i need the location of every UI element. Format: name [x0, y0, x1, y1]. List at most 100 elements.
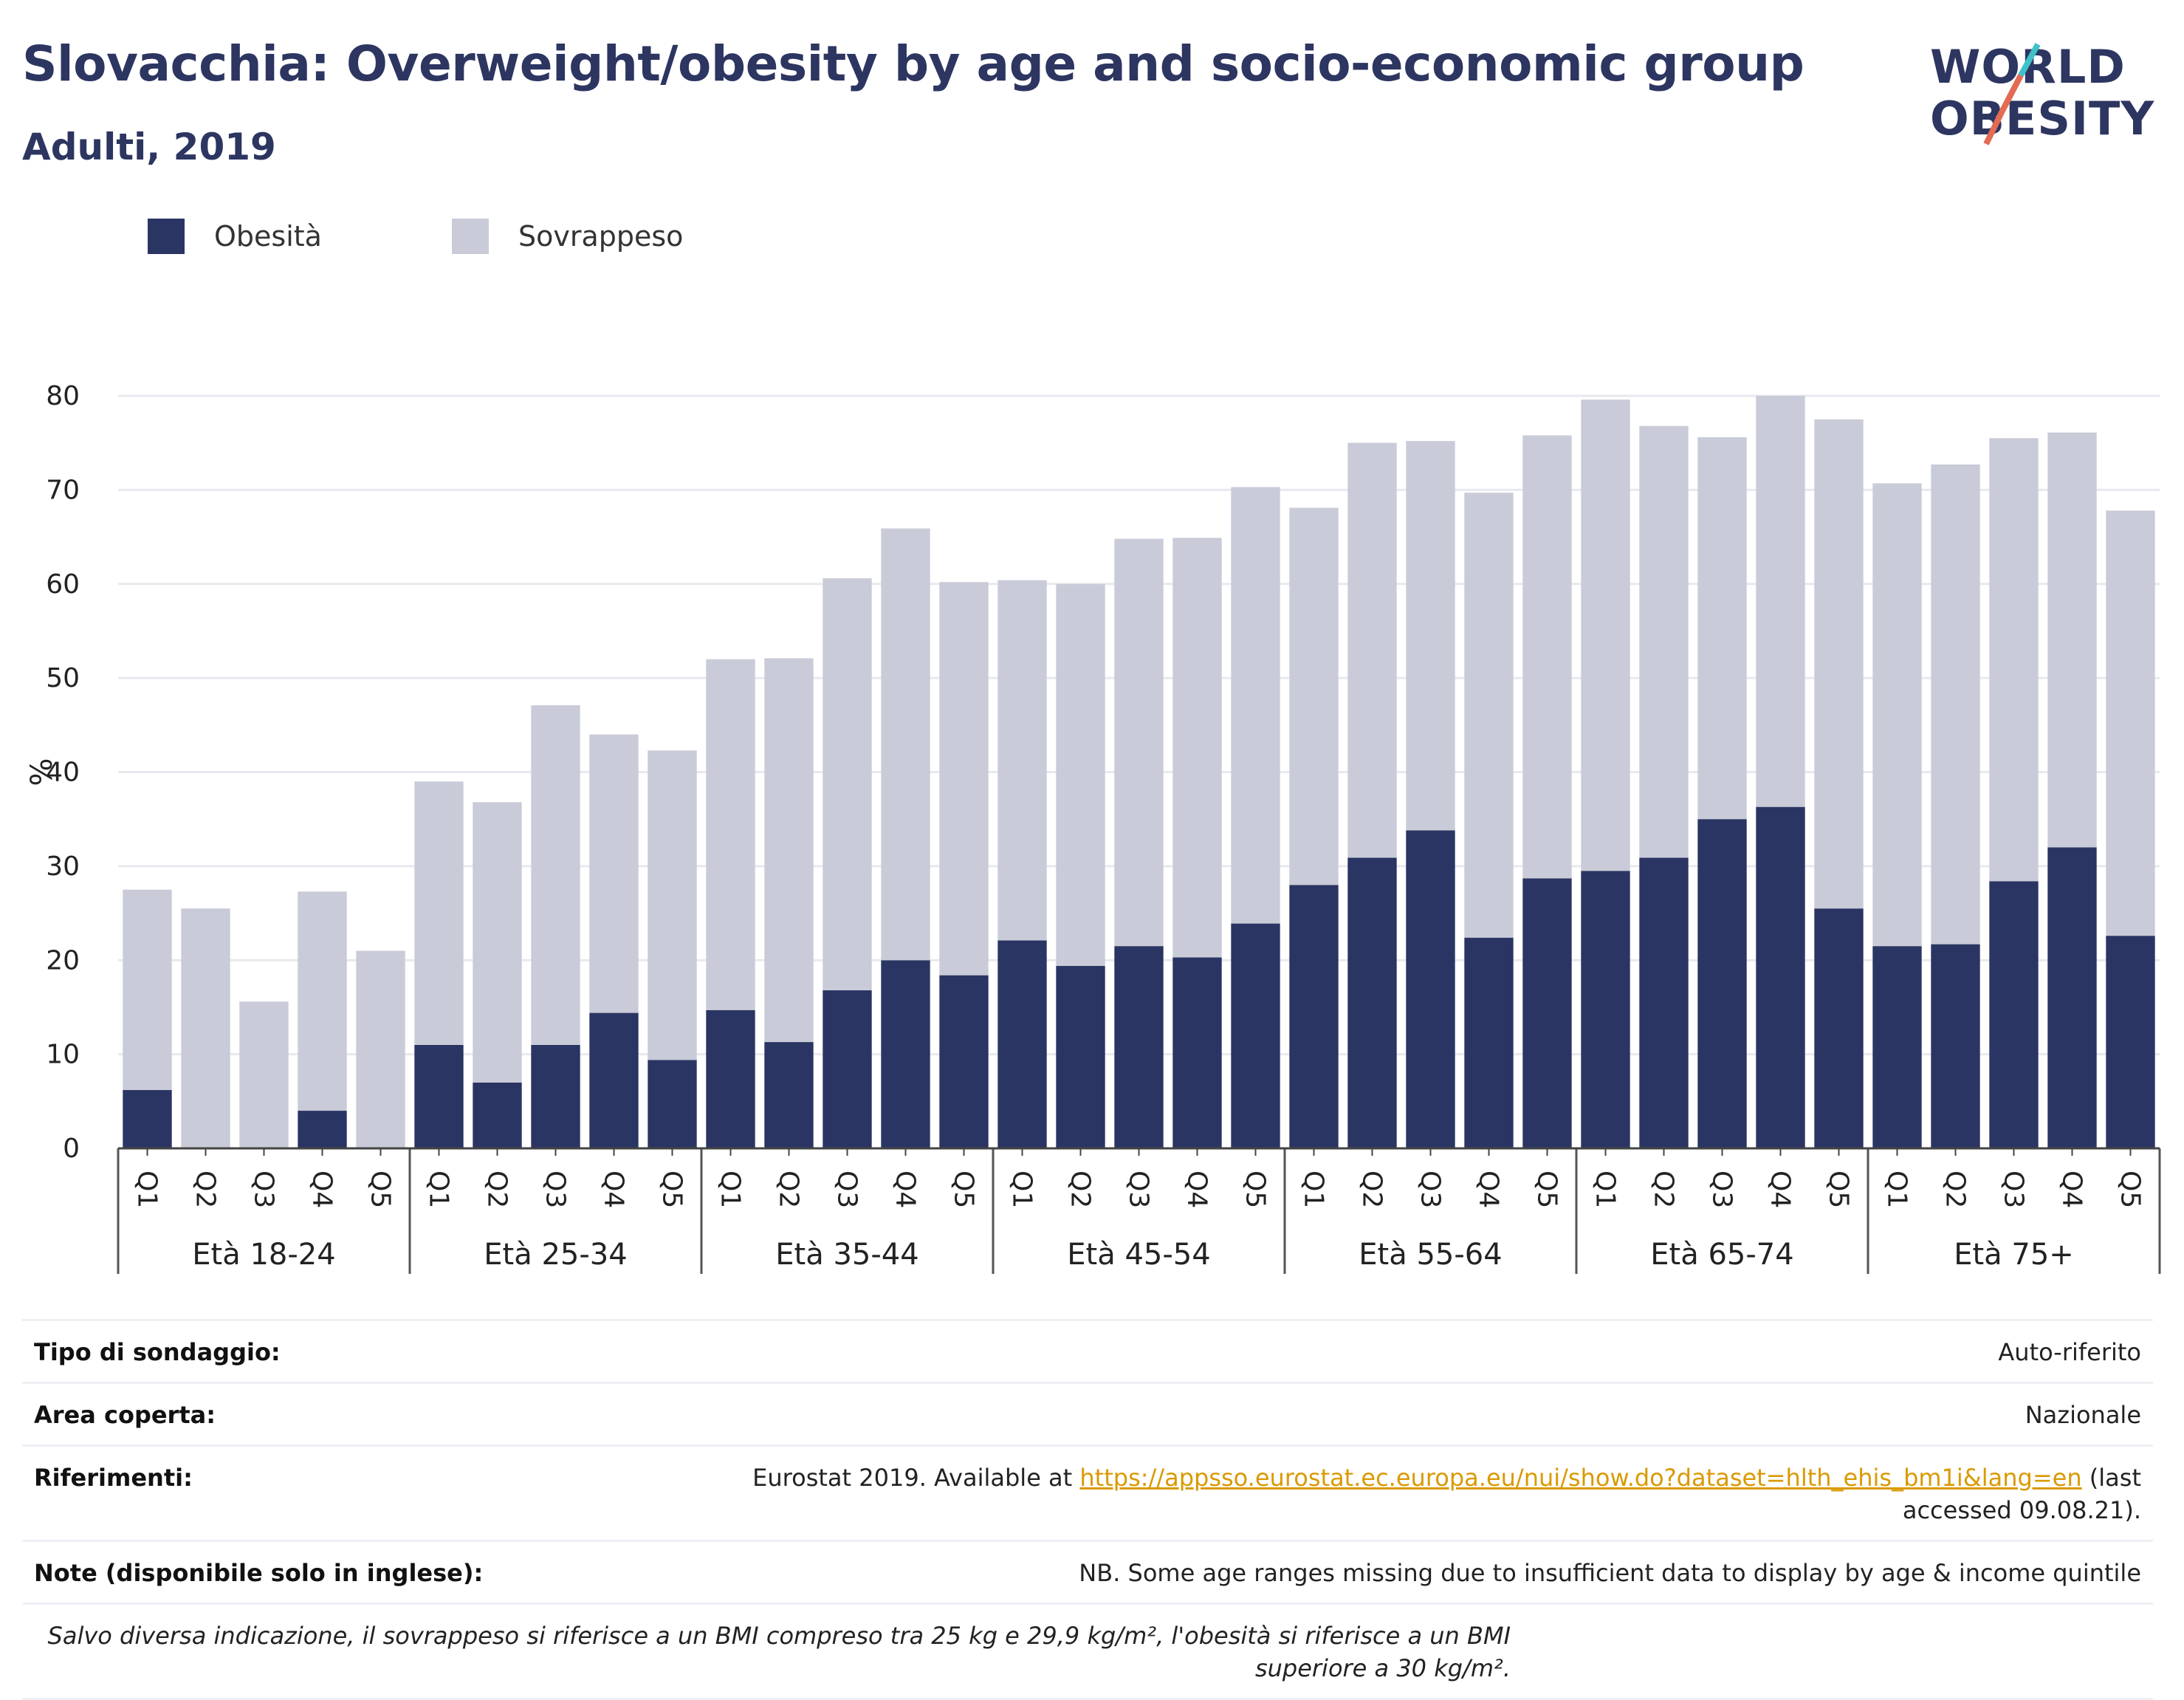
bar-obesity [1056, 965, 1105, 1148]
bar-obesity [1347, 857, 1397, 1148]
legend-label-obesity: Obesità [214, 220, 322, 253]
quintile-label: Q4 [1765, 1171, 1796, 1208]
survey-type-value: Auto-riferito [1998, 1338, 2141, 1366]
info-row-area: Area coperta: Nazionale [22, 1382, 2153, 1444]
bar-overweight [298, 891, 347, 1111]
bar-obesity [1931, 944, 1980, 1148]
bar-obesity [473, 1082, 522, 1148]
bar-obesity [1756, 806, 1805, 1148]
bar-obesity [2047, 847, 2097, 1148]
survey-type-label: Tipo di sondaggio: [34, 1338, 281, 1366]
area-label: Area coperta: [34, 1401, 216, 1429]
quintile-label: Q1 [132, 1171, 162, 1208]
bar-overweight [589, 734, 639, 1013]
bar-overweight [1931, 464, 1980, 945]
quintile-label: Q2 [1065, 1171, 1096, 1208]
bar-overweight [1697, 437, 1747, 820]
quintile-label: Q5 [2115, 1171, 2146, 1208]
legend-item-overweight[interactable]: Sovrappeso [452, 214, 683, 258]
y-tick-label: 10 [46, 1040, 80, 1070]
logo-line-2: OBESITY [1930, 92, 2155, 145]
bar-overweight [1581, 400, 1630, 871]
bar-obesity [2106, 936, 2155, 1148]
quintile-label: Q4 [2057, 1171, 2087, 1208]
bar-obesity [1697, 819, 1747, 1148]
chart-title: Slovacchia: Overweight/obesity by age an… [22, 35, 1804, 92]
bar-obesity [1289, 885, 1339, 1148]
bar-obesity [1522, 878, 1572, 1148]
bar-obesity [1406, 830, 1455, 1148]
y-axis-label: % [25, 758, 59, 786]
quintile-label: Q5 [1824, 1171, 1854, 1208]
bar-overweight [997, 580, 1047, 941]
quintile-label: Q5 [1240, 1171, 1271, 1208]
bar-obesity [298, 1111, 347, 1148]
chart-subtitle: Adulti, 2019 [22, 126, 276, 168]
quintile-label: Q4 [1474, 1171, 1504, 1208]
y-tick-label: 50 [46, 663, 80, 693]
y-tick-label: 70 [46, 475, 80, 505]
world-obesity-logo: WORLD OBESITY [1920, 22, 2163, 155]
bar-obesity [706, 1010, 755, 1148]
group-label: Età 55-64 [1359, 1238, 1502, 1272]
bar-overweight [648, 750, 697, 1060]
bar-overweight [1347, 442, 1397, 858]
y-tick-label: 0 [63, 1134, 80, 1164]
quintile-label: Q4 [599, 1171, 629, 1208]
bar-obesity [997, 940, 1047, 1148]
bar-overweight [764, 658, 814, 1043]
bar-overweight [1522, 435, 1572, 879]
bar-overweight [1872, 483, 1922, 947]
quintile-label: Q1 [715, 1171, 746, 1208]
quintile-label: Q2 [190, 1171, 221, 1208]
bar-obesity [531, 1044, 580, 1148]
bar-overweight [1756, 396, 1805, 807]
quintile-label: Q3 [540, 1171, 571, 1208]
bar-overweight [706, 659, 755, 1010]
quintile-label: Q4 [307, 1171, 337, 1208]
bar-overweight [531, 705, 580, 1045]
bar-obesity [648, 1060, 697, 1148]
group-label: Età 35-44 [775, 1238, 918, 1272]
legend-item-obesity[interactable]: Obesità [148, 214, 322, 258]
legend-label-overweight: Sovrappeso [518, 220, 684, 253]
bar-obesity [764, 1042, 814, 1148]
bar-obesity [414, 1044, 464, 1148]
quintile-label: Q3 [249, 1171, 279, 1208]
quintile-label: Q1 [1007, 1171, 1037, 1208]
bar-obesity [1814, 908, 1864, 1148]
stacked-bar-chart: 0 10 20 30 40 50 60 70 80% Q1 Q2 Q3 Q4 Q5 Età 18-24 Q1 Q… [25, 381, 2161, 1274]
bar-obesity [823, 990, 872, 1148]
bar-obesity [1872, 946, 1922, 1148]
info-row-survey-type: Tipo di sondaggio: Auto-riferito [22, 1319, 2153, 1382]
bar-overweight [1231, 487, 1280, 924]
quintile-label: Q3 [1707, 1171, 1737, 1208]
references-link[interactable]: https://appsso.eurostat.ec.europa.eu/nui… [1079, 1464, 2082, 1492]
group-label: Età 25-34 [484, 1238, 627, 1272]
quintile-label: Q3 [1124, 1171, 1154, 1208]
references-suffix: (last accessed 09.08.21). [1902, 1464, 2141, 1524]
bar-overweight [1289, 507, 1339, 885]
bar-overweight [356, 950, 405, 1148]
bar-overweight [1114, 538, 1164, 947]
bar-overweight [2106, 510, 2155, 936]
bar-overweight [181, 908, 230, 1148]
quintile-label: Q1 [1882, 1171, 1912, 1208]
bar-overweight [881, 528, 930, 961]
bar-obesity [123, 1090, 172, 1148]
info-row-references: Riferimenti: Eurostat 2019. Available at… [22, 1444, 2153, 1540]
bar-overweight [1814, 419, 1864, 909]
references-label: Riferimenti: [34, 1464, 193, 1492]
notes-label: Note (disponibile solo in inglese): [34, 1559, 484, 1587]
quintile-label: Q2 [482, 1171, 512, 1208]
y-tick-label: 40 [46, 758, 80, 788]
group-label: Età 75+ [1954, 1238, 2074, 1272]
bar-obesity [1172, 957, 1222, 1148]
quintile-label: Q1 [1590, 1171, 1621, 1208]
quintile-label: Q3 [832, 1171, 862, 1208]
bar-overweight [123, 889, 172, 1091]
quintile-label: Q2 [1940, 1171, 1971, 1208]
quintile-label: Q4 [890, 1171, 921, 1208]
bar-overweight [414, 781, 464, 1045]
y-tick-label: 80 [46, 381, 80, 411]
